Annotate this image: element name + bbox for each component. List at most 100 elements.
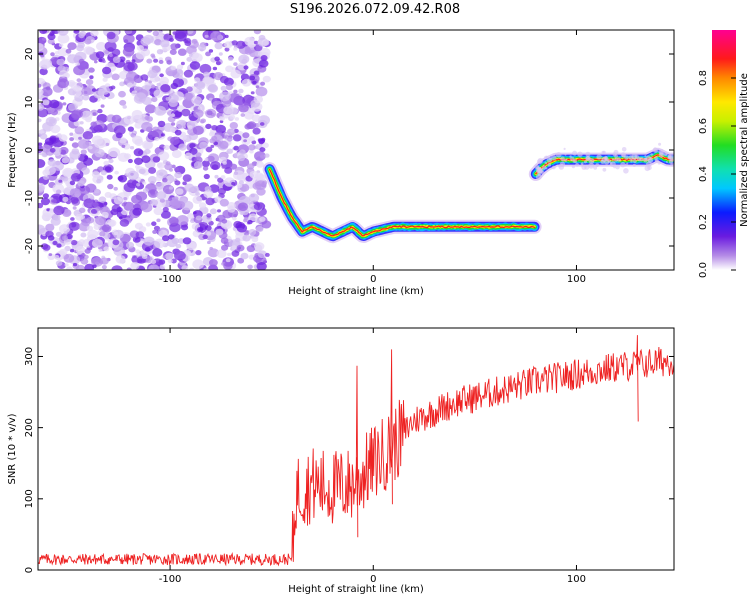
chart-title: S196.2026.072.09.42.R08 xyxy=(289,2,461,17)
noise-blob xyxy=(42,193,50,199)
trace-halo xyxy=(670,162,674,167)
noise-blob xyxy=(38,83,42,88)
noise-blob xyxy=(69,137,74,142)
noise-blob xyxy=(217,209,221,213)
noise-blob xyxy=(123,197,128,201)
noise-blob xyxy=(92,264,97,269)
noise-blob xyxy=(111,265,123,270)
noise-blob xyxy=(227,56,234,61)
noise-blob xyxy=(73,65,86,76)
noise-blob xyxy=(62,196,69,202)
noise-blob xyxy=(186,30,194,34)
noise-blob xyxy=(82,94,90,101)
noise-blob xyxy=(214,174,219,179)
noise-blob xyxy=(141,121,153,132)
noise-blob xyxy=(223,105,234,115)
noise-blob xyxy=(90,121,97,128)
trace-halo xyxy=(655,160,658,163)
noise-blob xyxy=(72,206,77,210)
noise-blob xyxy=(224,34,229,39)
noise-blob xyxy=(91,238,103,248)
noise-blob xyxy=(143,34,154,44)
noise-blob xyxy=(138,168,146,175)
noise-blob xyxy=(180,121,186,126)
noise-blob xyxy=(117,152,129,162)
noise-blob xyxy=(248,144,256,151)
noise-blob xyxy=(247,219,253,225)
noise-blob xyxy=(78,207,86,214)
noise-blob xyxy=(145,222,151,227)
trace-halo xyxy=(614,158,618,162)
trace-halo xyxy=(654,156,658,160)
noise-blob xyxy=(135,51,146,60)
noise-blob xyxy=(52,240,58,246)
noise-blob xyxy=(178,143,187,151)
noise-blob xyxy=(254,242,265,251)
noise-blob xyxy=(260,154,266,159)
colorbar-gradient xyxy=(712,30,736,270)
noise-blob xyxy=(202,234,208,240)
noise-blob xyxy=(169,222,181,233)
trace-halo xyxy=(584,164,590,170)
noise-blob xyxy=(38,184,45,193)
noise-blob xyxy=(118,90,126,98)
noise-blob xyxy=(224,41,233,49)
noise-blob xyxy=(230,129,235,133)
noise-blob xyxy=(119,81,125,87)
noise-blob xyxy=(228,93,241,103)
noise-blob xyxy=(69,132,74,136)
noise-blob xyxy=(221,165,226,169)
noise-blob xyxy=(229,122,238,129)
noise-blob xyxy=(80,258,89,265)
noise-blob xyxy=(176,30,188,37)
noise-blob xyxy=(111,73,120,81)
noise-blob xyxy=(54,254,60,260)
noise-blob xyxy=(183,92,193,101)
noise-blob xyxy=(39,30,48,34)
noise-blob xyxy=(231,245,237,250)
noise-blob xyxy=(122,143,131,150)
noise-blob xyxy=(111,114,122,123)
noise-blob xyxy=(203,173,210,180)
noise-blob xyxy=(179,134,187,141)
noise-blob xyxy=(214,56,220,62)
noise-blob xyxy=(91,257,103,267)
noise-blob xyxy=(233,62,238,66)
noise-blob xyxy=(92,112,97,116)
trace-halo xyxy=(572,150,578,156)
noise-blob xyxy=(71,109,83,119)
noise-blob xyxy=(40,243,49,250)
noise-blob xyxy=(38,144,44,154)
noise-blob xyxy=(233,47,238,51)
noise-blob xyxy=(38,103,45,111)
trace-halo xyxy=(632,163,637,167)
noise-blob xyxy=(102,60,106,63)
noise-blob xyxy=(248,193,260,203)
noise-blob xyxy=(152,229,158,234)
noise-blob xyxy=(250,91,255,95)
noise-blob xyxy=(243,230,250,236)
noise-blob xyxy=(50,198,57,204)
noise-blob xyxy=(85,183,97,193)
noise-blob xyxy=(185,251,191,256)
trace-halo xyxy=(577,151,583,157)
trace-halo xyxy=(611,158,615,161)
noise-blob xyxy=(73,120,81,127)
noise-blob xyxy=(248,213,258,222)
trace-halo xyxy=(555,152,562,158)
noise-blob xyxy=(105,83,111,88)
noise-blob xyxy=(188,267,195,270)
noise-blob xyxy=(152,30,159,36)
noise-blob xyxy=(38,37,47,44)
noise-blob xyxy=(219,140,229,149)
noise-blob xyxy=(169,199,181,210)
trace-halo xyxy=(560,156,565,162)
trace-halo xyxy=(624,164,627,167)
noise-blob xyxy=(64,230,68,234)
noise-blob xyxy=(227,206,236,213)
noise-blob xyxy=(119,219,130,227)
noise-blob xyxy=(177,238,185,244)
noise-blob xyxy=(215,61,221,66)
noise-blob xyxy=(189,147,198,155)
noise-blob xyxy=(48,253,53,257)
